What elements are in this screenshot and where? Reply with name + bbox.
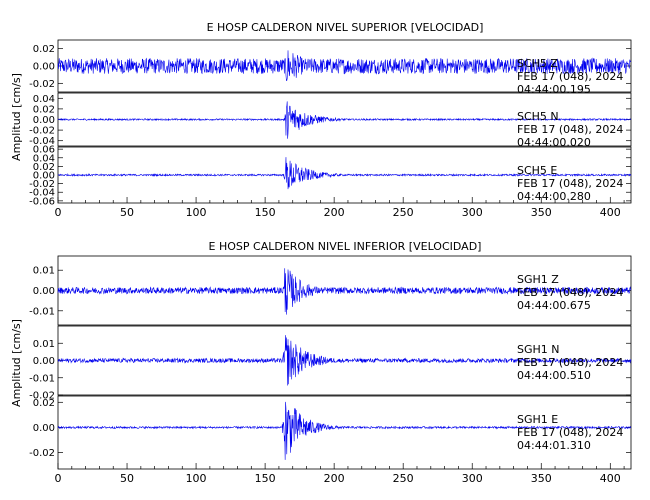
x-tick-label: 400 bbox=[600, 206, 621, 219]
trace-date-label: FEB 17 (048), 2024 bbox=[517, 123, 623, 136]
y-tick-label: 0.04 bbox=[33, 94, 55, 105]
trace-component-label: SCH5 E bbox=[517, 164, 557, 177]
waveform-line bbox=[57, 50, 632, 81]
trace-time-label: 04:44:00.510 bbox=[517, 369, 591, 382]
y-tick-label: 0.01 bbox=[33, 266, 55, 277]
y-tick-label: -0.02 bbox=[29, 179, 55, 190]
y-tick-label: -0.04 bbox=[29, 136, 55, 147]
y-tick-label: -0.02 bbox=[29, 126, 55, 137]
waveform-line bbox=[57, 401, 632, 460]
trace-date-label: FEB 17 (048), 2024 bbox=[517, 70, 623, 83]
x-tick-label: 150 bbox=[255, 206, 276, 219]
x-tick-label: 250 bbox=[393, 206, 414, 219]
trace-date-label: FEB 17 (048), 2024 bbox=[517, 356, 623, 369]
y-tick-label: -0.01 bbox=[29, 373, 55, 384]
x-tick-label: 350 bbox=[531, 472, 552, 485]
trace-time-label: 04:44:00.195 bbox=[517, 83, 591, 96]
x-tick-label: 350 bbox=[531, 206, 552, 219]
panel-title: E HOSP CALDERON NIVEL INFERIOR [VELOCIDA… bbox=[209, 240, 482, 253]
y-tick-label: -0.01 bbox=[29, 306, 55, 317]
x-tick-label: 200 bbox=[324, 206, 345, 219]
y-tick-label: 0.00 bbox=[33, 423, 55, 434]
x-tick-label: 150 bbox=[255, 472, 276, 485]
x-tick-label: 50 bbox=[120, 206, 134, 219]
x-tick-label: 400 bbox=[600, 472, 621, 485]
x-tick-label: 0 bbox=[55, 206, 62, 219]
trace-time-label: 04:44:00.280 bbox=[517, 190, 591, 203]
waveform-line bbox=[57, 101, 632, 139]
y-tick-label: 0.04 bbox=[33, 153, 55, 164]
x-tick-label: 100 bbox=[186, 206, 207, 219]
y-tick-label: -0.04 bbox=[29, 188, 55, 199]
trace-component-label: SGH1 E bbox=[517, 413, 558, 426]
y-tick-label: 0.00 bbox=[33, 356, 55, 367]
y-tick-label: 0.02 bbox=[33, 398, 55, 409]
y-tick-label: 0.00 bbox=[33, 62, 55, 73]
x-tick-label: 0 bbox=[55, 472, 62, 485]
x-tick-label: 100 bbox=[186, 472, 207, 485]
x-tick-label: 250 bbox=[393, 472, 414, 485]
waveform-line bbox=[57, 157, 632, 190]
trace-sch5-e: 0.060.040.020.00-0.02-0.04-0.06 SCH5 EFEB… bbox=[29, 145, 632, 207]
trace-date-label: FEB 17 (048), 2024 bbox=[517, 426, 623, 439]
x-tick-label: 50 bbox=[120, 472, 134, 485]
trace-date-label: FEB 17 (048), 2024 bbox=[517, 286, 623, 299]
x-tick-label: 300 bbox=[462, 206, 483, 219]
panel-nivel-superior: E HOSP CALDERON NIVEL SUPERIOR [VELOCIDA… bbox=[10, 21, 632, 219]
y-axis-label: Amplitud [cm/s] bbox=[10, 73, 23, 161]
x-axis: 0 50 100 150 200 250 300 350 400 bbox=[55, 463, 625, 485]
y-tick-label: 0.01 bbox=[33, 339, 55, 350]
waveform-line bbox=[57, 268, 632, 315]
y-tick-label: 0.00 bbox=[33, 286, 55, 297]
trace-time-label: 04:44:01.310 bbox=[517, 439, 591, 452]
trace-component-label: SCH5 Z bbox=[517, 57, 558, 70]
y-tick-label: 0.06 bbox=[33, 145, 55, 156]
trace-component-label: SCH5 N bbox=[517, 110, 559, 123]
x-tick-label: 200 bbox=[324, 472, 345, 485]
y-tick-label: 0.02 bbox=[33, 104, 55, 115]
trace-component-label: SGH1 Z bbox=[517, 273, 559, 286]
trace-time-label: 04:44:00.675 bbox=[517, 299, 591, 312]
waveform-line bbox=[57, 335, 632, 386]
y-tick-label: -0.02 bbox=[29, 448, 55, 459]
plot-frame bbox=[57, 395, 632, 470]
y-tick-label: -0.02 bbox=[29, 79, 55, 90]
panel-nivel-inferior: E HOSP CALDERON NIVEL INFERIOR [VELOCIDA… bbox=[10, 240, 632, 485]
y-tick-label: 0.00 bbox=[33, 171, 55, 182]
y-tick-label: -0.02 bbox=[29, 391, 55, 402]
y-tick-label: -0.06 bbox=[29, 196, 55, 207]
y-tick-label: 0.02 bbox=[33, 162, 55, 173]
x-tick-label: 300 bbox=[462, 472, 483, 485]
trace-date-label: FEB 17 (048), 2024 bbox=[517, 177, 623, 190]
y-tick-label: 0.00 bbox=[33, 115, 55, 126]
y-tick-label: 0.02 bbox=[33, 44, 55, 55]
x-axis: 0 50 100 150 200 250 300 350 400 bbox=[55, 197, 625, 219]
trace-component-label: SGH1 N bbox=[517, 343, 560, 356]
panel-title: E HOSP CALDERON NIVEL SUPERIOR [VELOCIDA… bbox=[207, 21, 484, 34]
trace-time-label: 04:44:00.020 bbox=[517, 136, 591, 149]
y-axis-label: Amplitud [cm/s] bbox=[10, 319, 23, 407]
